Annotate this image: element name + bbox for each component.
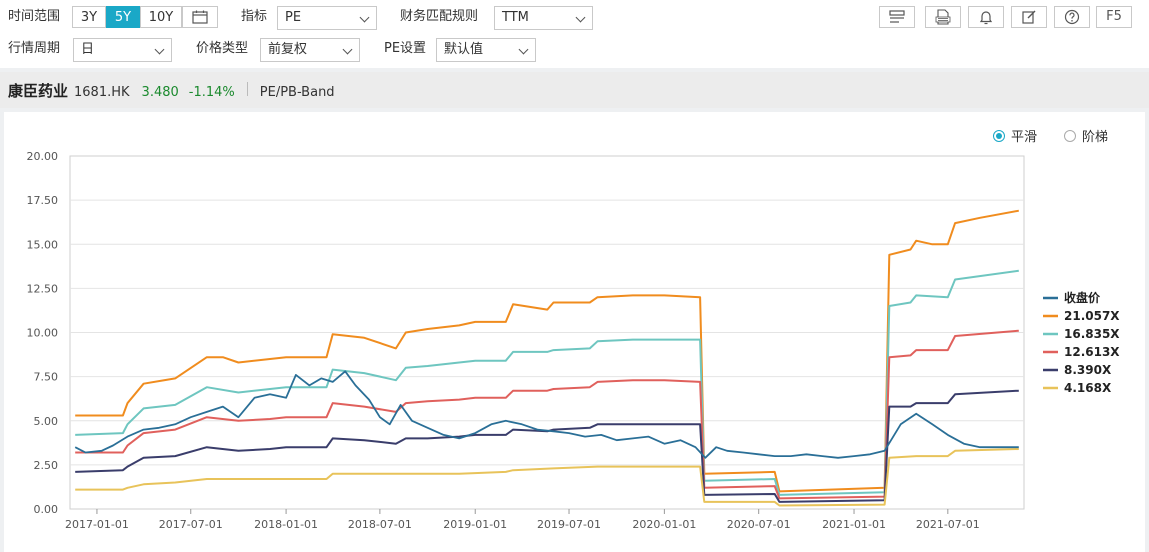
- stock-header: 康臣药业 1681.HK 3.480 -1.14% PE/PB-Band: [8, 80, 335, 102]
- x-tick-label: 2017-01-01: [65, 518, 129, 531]
- y-tick-label: 10.00: [27, 327, 59, 340]
- indicator-label: 指标: [241, 9, 268, 24]
- divider: [246, 82, 248, 96]
- x-tick-label: 2021-01-01: [822, 518, 886, 531]
- y-tick-label: 12.50: [27, 282, 59, 295]
- toolbar: 时间范围 3Y 5Y 10Y 指标 PE 财务匹配规则 TTM 行情周期 日 价…: [0, 0, 1149, 68]
- indicator-select[interactable]: PE: [277, 6, 377, 30]
- stock-code: 1681.HK: [74, 85, 130, 100]
- pe-setting-select[interactable]: 默认值: [436, 38, 536, 62]
- x-tick-label: 2019-07-01: [537, 518, 601, 531]
- y-tick-label: 15.00: [27, 238, 59, 251]
- legend-label-2: 16.835X: [1064, 327, 1120, 341]
- range-3y-button[interactable]: 3Y: [72, 6, 106, 28]
- stock-name: 康臣药业: [8, 82, 69, 100]
- period-select[interactable]: 日: [73, 38, 172, 62]
- x-tick-label: 2019-01-01: [443, 518, 507, 531]
- radio-unselected-icon: [1064, 129, 1076, 142]
- x-tick-label: 2020-01-01: [632, 518, 696, 531]
- help-button[interactable]: [1054, 6, 1090, 28]
- mode-step-radio[interactable]: 阶梯: [1064, 126, 1108, 145]
- y-tick-label: 2.50: [34, 459, 59, 472]
- layout-button[interactable]: [879, 6, 915, 28]
- layout-icon: [889, 10, 905, 23]
- legend-label-4: 8.390X: [1064, 363, 1112, 377]
- calendar-icon: [192, 10, 208, 24]
- y-tick-label: 17.50: [27, 194, 59, 207]
- legend-label-5: 4.168X: [1064, 381, 1112, 395]
- series-line-0: [74, 370, 1019, 459]
- y-tick-label: 20.00: [27, 150, 59, 163]
- y-tick-label: 0.00: [34, 503, 59, 516]
- period-value: 日: [81, 42, 95, 57]
- x-tick-label: 2018-07-01: [348, 518, 412, 531]
- price-type-label: 价格类型: [196, 41, 249, 56]
- indicator-value: PE: [285, 10, 302, 25]
- x-tick-label: 2020-07-01: [727, 518, 791, 531]
- y-tick-label: 7.50: [34, 371, 59, 384]
- stock-title-bar: [0, 72, 1149, 108]
- stock-change: -1.14%: [188, 85, 235, 100]
- series-line-1: [75, 209, 1019, 493]
- export-xls-button[interactable]: [925, 6, 961, 28]
- fin-rule-select[interactable]: TTM: [494, 6, 593, 30]
- edit-icon: [1022, 10, 1036, 24]
- pe-setting-label: PE设置: [384, 41, 427, 56]
- x-tick-label: 2018-01-01: [254, 518, 318, 531]
- band-label: PE/PB-Band: [259, 85, 335, 100]
- time-range-label: 时间范围: [8, 9, 61, 24]
- series-line-4: [75, 389, 1019, 503]
- xls-icon: [935, 9, 951, 25]
- series-line-2: [75, 269, 1019, 496]
- legend-label-1: 21.057X: [1064, 309, 1120, 323]
- stock-price: 3.480: [141, 85, 179, 100]
- bell-icon: [979, 11, 993, 25]
- pe-setting-value: 默认值: [444, 42, 484, 57]
- edit-button[interactable]: [1011, 6, 1047, 28]
- series-line-5: [75, 448, 1019, 507]
- range-10y-button[interactable]: 10Y: [140, 6, 182, 28]
- y-tick-label: 5.00: [34, 415, 59, 428]
- mode-step-label: 阶梯: [1082, 130, 1109, 145]
- fin-rule-label: 财务匹配规则: [400, 9, 479, 24]
- radio-selected-icon: [993, 129, 1005, 142]
- mode-smooth-radio[interactable]: 平滑: [993, 126, 1037, 145]
- legend-label-0: 收盘价: [1064, 290, 1101, 305]
- mode-smooth-label: 平滑: [1011, 130, 1038, 145]
- alert-button[interactable]: [968, 6, 1004, 28]
- x-tick-label: 2021-07-01: [916, 518, 980, 531]
- refresh-f5-button[interactable]: F5: [1096, 6, 1132, 28]
- legend-label-3: 12.613X: [1064, 345, 1120, 359]
- calendar-button[interactable]: [182, 6, 218, 28]
- fin-rule-value: TTM: [502, 10, 529, 25]
- x-tick-label: 2017-07-01: [159, 518, 223, 531]
- price-type-value: 前复权: [268, 42, 308, 57]
- range-5y-button[interactable]: 5Y: [106, 6, 140, 28]
- period-label: 行情周期: [8, 41, 61, 56]
- help-icon: [1064, 9, 1080, 25]
- price-type-select[interactable]: 前复权: [260, 38, 360, 62]
- series-line-3: [75, 329, 1019, 500]
